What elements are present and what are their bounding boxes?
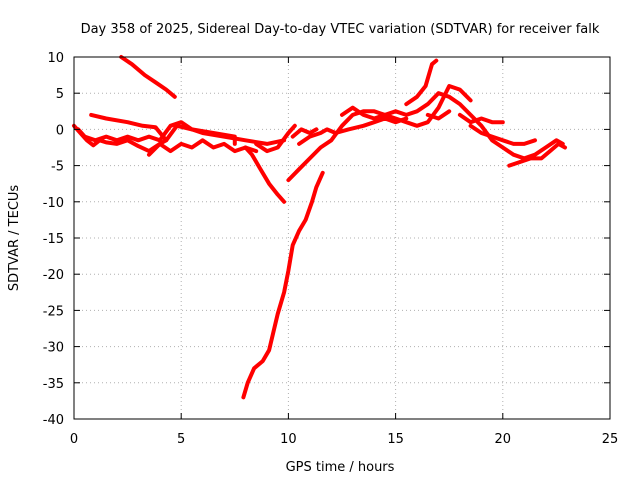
chart-title: Day 358 of 2025, Sidereal Day-to-day VTE…: [81, 22, 600, 37]
y-tick-label: -15: [43, 232, 64, 247]
y-tick-label: -5: [51, 160, 64, 175]
x-tick-label: 20: [495, 432, 512, 447]
series-line-arc-15: [457, 112, 505, 125]
series-line-arc-4: [147, 138, 259, 157]
series-line-arc-7: [241, 170, 325, 400]
series-line-arc-5: [119, 55, 177, 99]
y-tick-label: -40: [43, 413, 64, 428]
series-line-arc-13: [404, 58, 439, 107]
y-tick-label: 10: [47, 51, 64, 66]
series-layer: [72, 55, 567, 400]
y-tick-label: 0: [56, 123, 64, 138]
series-line-arc-12: [340, 84, 473, 128]
series-line-arc-17: [507, 141, 567, 168]
series-line-arc-6: [243, 145, 287, 204]
x-tick-label: 15: [387, 432, 404, 447]
series-line-arc-8: [254, 123, 297, 154]
y-axis-label: SDTVAR / TECUs: [7, 185, 22, 292]
y-tick-label: -20: [43, 268, 64, 283]
y-tick-label: -30: [43, 341, 64, 356]
x-tick-label: 25: [602, 432, 619, 447]
x-tick-label: 10: [280, 432, 297, 447]
series-line-arc-16: [468, 123, 537, 146]
y-tick-label: -35: [43, 377, 64, 392]
series-line-arc-10: [297, 116, 409, 146]
series-line-arc-3: [89, 112, 237, 146]
x-axis-label: GPS time / hours: [286, 460, 395, 475]
series-line-arc-11: [290, 127, 319, 139]
series-line-arc-9: [286, 91, 565, 183]
y-tick-label: 5: [56, 87, 64, 102]
series-line-arc-14: [425, 109, 452, 121]
x-tick-label: 0: [70, 432, 78, 447]
grid: [74, 57, 610, 419]
y-tick-label: -10: [43, 196, 64, 211]
ticks: 0 5 10 15 20 25 -40 -35 -30 -25 -20 -15 -10 -5 0 5 10: [43, 51, 619, 447]
x-tick-label: 5: [177, 432, 185, 447]
y-tick-label: -25: [43, 304, 64, 319]
